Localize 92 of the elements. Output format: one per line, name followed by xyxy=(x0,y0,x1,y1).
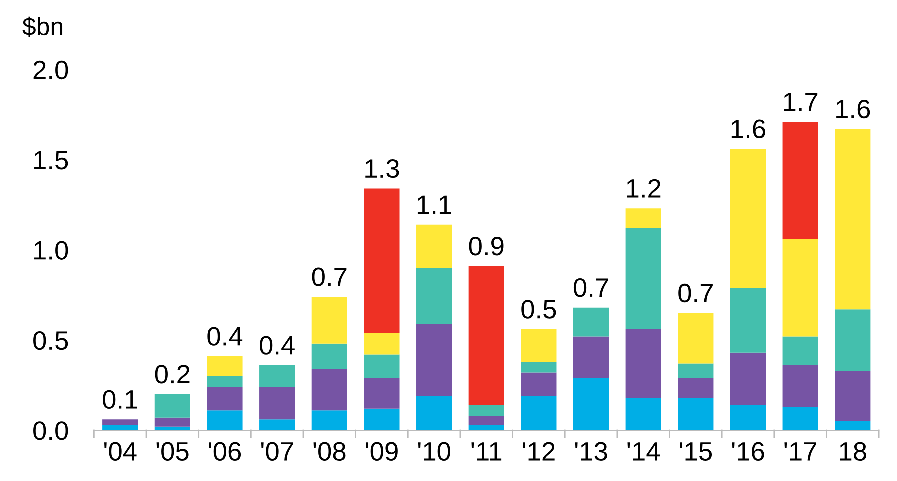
total-label: 0.7 xyxy=(678,284,713,303)
bar xyxy=(207,387,243,411)
total-label: 1.6 xyxy=(836,100,870,119)
bar xyxy=(835,370,871,422)
bar xyxy=(154,418,190,427)
bar xyxy=(364,408,400,430)
x-tick-label: '08 xyxy=(314,442,346,461)
bar xyxy=(782,407,818,430)
bar xyxy=(468,405,504,416)
bar xyxy=(678,313,714,364)
bar xyxy=(678,378,714,398)
total-label: 1.1 xyxy=(418,196,452,214)
x-tick-label: '14 xyxy=(628,442,660,461)
bar xyxy=(835,421,871,430)
total-label: 0.4 xyxy=(260,336,295,355)
x-tick-label: '15 xyxy=(680,442,712,461)
bar xyxy=(835,310,871,371)
bar xyxy=(835,129,871,310)
x-tick-label: '17 xyxy=(784,442,816,461)
total-label: 0.2 xyxy=(155,365,190,384)
bar xyxy=(521,372,557,396)
bar xyxy=(782,366,818,408)
total-label: 0.7 xyxy=(574,278,608,298)
y-tick-label: 0.5 xyxy=(34,331,68,350)
bar xyxy=(468,266,504,406)
x-tick-label: 18 xyxy=(840,442,866,461)
bar xyxy=(207,376,243,388)
x-tick-label: '04 xyxy=(104,442,137,461)
bar xyxy=(312,369,348,411)
bar xyxy=(312,344,348,370)
bar xyxy=(782,122,818,240)
total-label: 0.4 xyxy=(208,327,243,346)
total-label: 0.9 xyxy=(469,237,504,256)
bar xyxy=(364,333,400,355)
bar xyxy=(260,420,296,430)
x-tick-label: '06 xyxy=(209,442,242,461)
y-tick-label: 1.5 xyxy=(34,151,68,170)
bar xyxy=(416,324,452,396)
total-label: 1.7 xyxy=(784,93,818,112)
bar xyxy=(102,425,138,430)
x-tick-label: '09 xyxy=(366,442,398,461)
x-tick-label: '16 xyxy=(732,442,764,461)
bar xyxy=(416,396,452,430)
total-label: 0.5 xyxy=(522,300,556,319)
y-tick-label: 1.0 xyxy=(34,241,68,260)
bar xyxy=(678,398,714,430)
y-tick-label: 0.0 xyxy=(34,422,68,440)
total-label: 0.1 xyxy=(103,390,138,410)
bar xyxy=(730,352,766,406)
bar xyxy=(730,288,766,353)
bar xyxy=(678,364,714,378)
total-label: 1.6 xyxy=(732,120,766,138)
bar xyxy=(364,378,400,409)
bar xyxy=(573,308,610,337)
bar xyxy=(521,329,557,362)
bar xyxy=(521,396,557,430)
y-axis-title: $bn xyxy=(22,16,63,38)
bar xyxy=(364,354,400,378)
bar xyxy=(573,378,610,430)
bar xyxy=(626,208,662,228)
y-tick-label: 2.0 xyxy=(34,60,68,80)
bar xyxy=(416,268,452,324)
x-tick-label: '10 xyxy=(418,442,450,461)
x-tick-label: '07 xyxy=(261,442,294,461)
bar xyxy=(782,239,818,337)
total-label: 0.7 xyxy=(312,268,347,286)
bar xyxy=(260,387,296,420)
bar xyxy=(154,394,190,418)
bar xyxy=(312,297,348,344)
bar xyxy=(468,416,504,426)
bar xyxy=(468,425,504,430)
x-tick-label: '13 xyxy=(575,442,608,461)
x-tick-label: '11 xyxy=(472,442,502,461)
bar xyxy=(260,366,296,388)
bar xyxy=(102,420,138,426)
bar xyxy=(312,410,348,430)
bar xyxy=(364,188,400,334)
bar xyxy=(521,362,557,373)
bar xyxy=(730,149,766,288)
x-tick-label: '12 xyxy=(523,442,555,461)
total-label: 1.3 xyxy=(366,159,400,178)
bar xyxy=(626,228,662,330)
x-tick-label: '05 xyxy=(156,442,189,461)
bar xyxy=(573,336,610,378)
bar xyxy=(626,329,662,398)
bar xyxy=(782,336,818,366)
bar xyxy=(730,405,766,430)
bar xyxy=(416,224,452,268)
total-label: 1.2 xyxy=(627,179,661,198)
bar xyxy=(207,410,243,430)
bar xyxy=(207,356,243,376)
bar xyxy=(626,398,662,430)
